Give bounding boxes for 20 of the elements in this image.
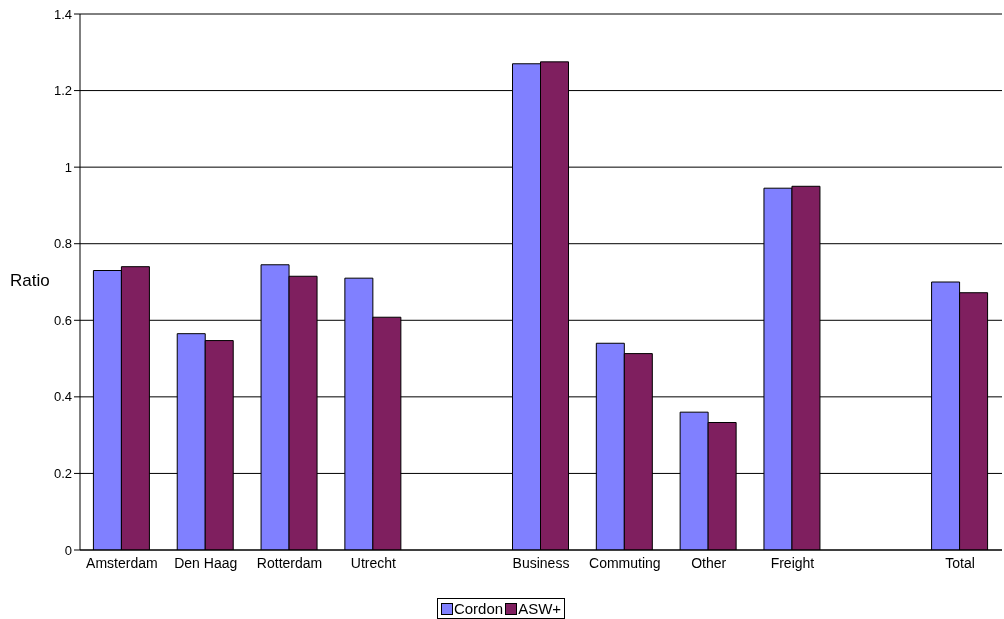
x-tick-label: Business xyxy=(512,554,570,571)
y-tick-label: 1 xyxy=(64,159,72,175)
y-tick-label: 0.6 xyxy=(53,312,72,328)
y-axis-title: Ratio xyxy=(10,271,50,291)
y-tick-label: 0.8 xyxy=(53,236,72,252)
x-tick-label: Other xyxy=(691,554,727,571)
y-tick-label: 0.4 xyxy=(53,389,72,405)
x-tick-label: Total xyxy=(945,554,975,571)
y-tick-label: 1.4 xyxy=(53,6,72,22)
x-tick-label: Amsterdam xyxy=(86,554,158,571)
x-tick-label: Rotterdam xyxy=(256,554,323,571)
x-tick-label: Commuting xyxy=(589,554,661,571)
y-tick-label: 1.2 xyxy=(53,83,72,99)
x-tick-label: Freight xyxy=(770,554,815,571)
x-tick-label: Utrecht xyxy=(350,554,397,571)
x-tick-label: Den Haag xyxy=(174,554,238,571)
legend-label: Cordon xyxy=(452,600,504,617)
y-tick-label: 0.2 xyxy=(53,466,72,482)
y-tick-label: 0 xyxy=(64,542,72,558)
legend-label: ASW+ xyxy=(517,600,562,617)
